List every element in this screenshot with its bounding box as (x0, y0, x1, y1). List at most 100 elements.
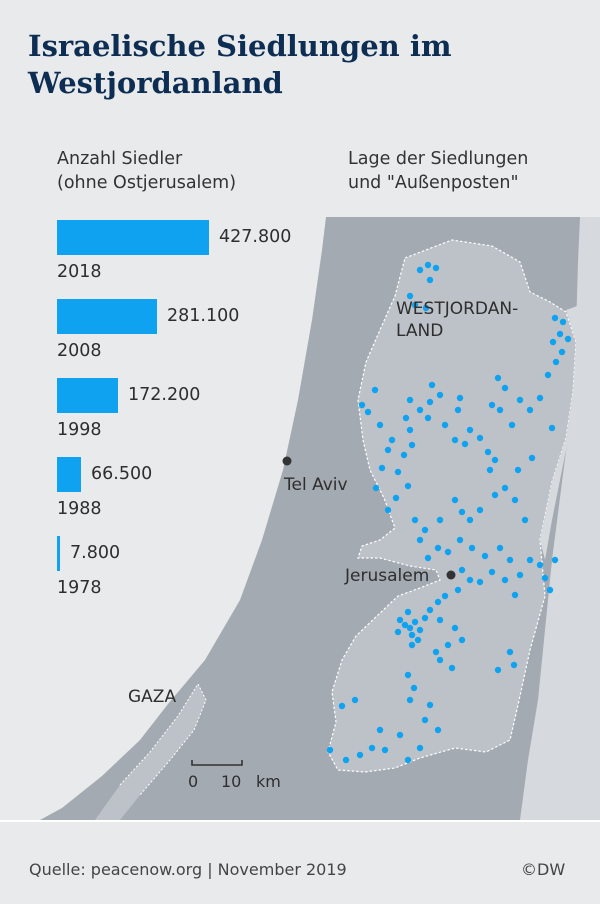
settlement-dot (408, 641, 416, 649)
settlement-dot (372, 484, 380, 492)
settlement-dot (506, 648, 514, 656)
settlement-dot (411, 516, 419, 524)
settlement-dot (448, 664, 456, 672)
settlement-dot (404, 608, 412, 616)
settlement-dot (426, 398, 434, 406)
settler-heading-line-2: (ohne Ostjerusalem) (57, 173, 237, 193)
settlement-dot (384, 446, 392, 454)
bar-1988 (57, 457, 81, 492)
settlement-dot (406, 292, 414, 300)
settlement-dot (381, 746, 389, 754)
settlement-dot (551, 314, 559, 322)
west-bank-label-line-1: WESTJORDAN- (396, 299, 519, 319)
settlement-dot (410, 684, 418, 692)
settlement-dot (432, 648, 440, 656)
settlement-dot (451, 624, 459, 632)
settlement-dot (494, 374, 502, 382)
settlement-dot (508, 421, 516, 429)
scale-label-zero: 0 (188, 772, 199, 791)
settlement-dot (551, 556, 559, 564)
settlement-dot (414, 636, 422, 644)
settlement-dot (394, 628, 402, 636)
settlement-dot (451, 436, 459, 444)
settlement-dot (544, 371, 552, 379)
settlement-dot (434, 726, 442, 734)
settlement-dot (411, 301, 419, 309)
gaza-outline (119, 682, 207, 796)
settlement-dot (406, 696, 414, 704)
settlement-dot (434, 598, 442, 606)
settlement-dot (364, 408, 372, 416)
settlement-dot (416, 536, 424, 544)
settlement-dot (406, 396, 414, 404)
settlement-dot (444, 641, 452, 649)
bar-1998 (57, 378, 118, 413)
settlement-dot (468, 544, 476, 552)
bar-value-label: 7.800 (70, 543, 121, 563)
settlement-dot (481, 552, 489, 560)
settlement-dot (404, 482, 412, 490)
settlement-dot (376, 726, 384, 734)
tel-aviv-label: Tel Aviv (284, 475, 348, 495)
settlement-dot (466, 426, 474, 434)
settlement-dot (424, 261, 432, 269)
settlement-dot (424, 554, 432, 562)
settlement-dot (526, 406, 534, 414)
bar-value-label: 281.100 (167, 306, 240, 326)
jerusalem-label: Jerusalem (345, 566, 430, 586)
jordan-land (520, 217, 600, 820)
settlement-dot (536, 561, 544, 569)
settlement-dot (441, 421, 449, 429)
jordan-valley-strip (540, 305, 580, 560)
settlement-dot (494, 666, 502, 674)
settlement-dot (491, 491, 499, 499)
settlement-dot (436, 616, 444, 624)
settlement-dot (476, 506, 484, 514)
bar-year-label: 1988 (57, 499, 102, 519)
settlement-dot (501, 384, 509, 392)
settlement-dot (378, 464, 386, 472)
settlement-dot (552, 358, 560, 366)
settlement-dot (466, 516, 474, 524)
settlement-dot (496, 406, 504, 414)
west-bank-label: WESTJORDAN- LAND (396, 298, 518, 342)
settlement-dot (371, 386, 379, 394)
bar-year-label: 1998 (57, 420, 102, 440)
settlement-dot (451, 496, 459, 504)
settlement-dot (454, 406, 462, 414)
settlement-dot (514, 466, 522, 474)
settler-count-heading: Anzahl Siedler (ohne Ostjerusalem) (57, 147, 236, 195)
settlement-dot (436, 516, 444, 524)
settlement-dot (408, 441, 416, 449)
tel-aviv-marker (282, 456, 292, 466)
settlement-dots (326, 261, 572, 764)
settlement-dot (426, 701, 434, 709)
bar-value-label: 66.500 (91, 464, 153, 484)
settlement-dot (421, 526, 429, 534)
settlement-dot (401, 621, 409, 629)
settlement-dot (436, 656, 444, 664)
settlement-dot (511, 496, 519, 504)
settlement-dot (326, 746, 334, 754)
settlement-dot (351, 696, 359, 704)
settlement-dot (368, 744, 376, 752)
settlement-dot (458, 566, 466, 574)
settlement-dot (564, 335, 572, 343)
settlement-dot (426, 606, 434, 614)
settlement-dot (486, 466, 494, 474)
title-line-1: Israelische Siedlungen im (28, 29, 452, 63)
title-line-2: Westjordanland (28, 66, 283, 100)
settlement-dot (416, 744, 424, 752)
settlement-dot (476, 434, 484, 442)
settlement-dot (404, 756, 412, 764)
settlement-dot (546, 586, 554, 594)
settlement-dot (458, 508, 466, 516)
settlement-dot (432, 264, 440, 272)
map-heading-line-2: und "Außenposten" (348, 173, 519, 193)
settlement-dot (521, 516, 529, 524)
map-heading: Lage der Siedlungen und "Außenposten" (348, 147, 528, 195)
settler-bar-chart: 427.800 2018 281.100 2008 172.200 1998 66.500 1… (0, 0, 330, 620)
settlement-dot (424, 414, 432, 422)
settlement-dot (441, 592, 449, 600)
